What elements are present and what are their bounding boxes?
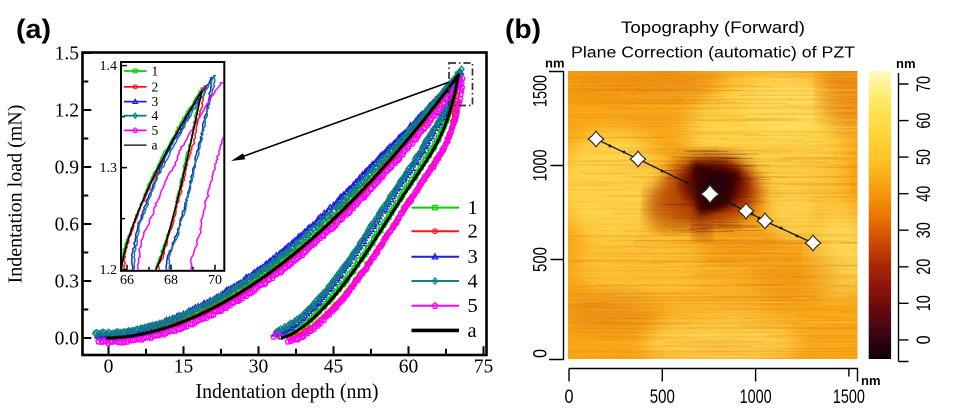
svg-text:0.3: 0.3	[55, 272, 79, 293]
svg-text:0: 0	[565, 387, 574, 408]
svg-text:1: 1	[152, 64, 159, 79]
svg-text:1.5: 1.5	[55, 44, 79, 65]
svg-text:(b): (b)	[505, 14, 541, 44]
svg-text:1.3: 1.3	[100, 161, 118, 176]
svg-text:70: 70	[208, 273, 222, 288]
svg-text:10: 10	[914, 295, 935, 311]
svg-text:a: a	[468, 320, 477, 342]
svg-text:3: 3	[152, 94, 159, 109]
svg-text:500: 500	[650, 387, 675, 408]
svg-text:60: 60	[399, 357, 419, 378]
svg-text:30: 30	[249, 357, 269, 378]
svg-text:1.2: 1.2	[100, 263, 118, 278]
svg-text:1000: 1000	[740, 387, 772, 408]
svg-text:0: 0	[104, 357, 114, 378]
svg-text:0: 0	[531, 349, 552, 358]
svg-text:1.2: 1.2	[55, 101, 79, 122]
svg-text:5: 5	[468, 295, 478, 317]
svg-text:68: 68	[164, 273, 178, 288]
svg-text:4: 4	[152, 108, 159, 123]
svg-text:2: 2	[468, 221, 478, 243]
svg-text:0: 0	[914, 335, 935, 344]
svg-text:50: 50	[914, 149, 935, 165]
svg-text:60: 60	[914, 113, 935, 129]
svg-text:75: 75	[474, 357, 494, 378]
svg-text:1500: 1500	[833, 387, 865, 408]
svg-text:20: 20	[914, 259, 935, 275]
svg-text:4: 4	[468, 271, 478, 293]
svg-text:Topography (Forward): Topography (Forward)	[621, 18, 805, 37]
svg-text:66: 66	[120, 273, 134, 288]
svg-text:500: 500	[531, 247, 552, 272]
svg-text:1000: 1000	[531, 150, 552, 182]
svg-text:2: 2	[152, 79, 159, 94]
svg-text:5: 5	[152, 123, 159, 138]
svg-text:nm: nm	[861, 373, 881, 388]
svg-text:(a): (a)	[16, 14, 51, 44]
svg-text:a: a	[152, 138, 158, 153]
svg-text:nm: nm	[896, 56, 916, 71]
svg-text:40: 40	[914, 186, 935, 202]
svg-text:15: 15	[174, 357, 194, 378]
svg-text:Plane Correction (automatic) o: Plane Correction (automatic) of PZT	[571, 45, 856, 62]
svg-text:0.9: 0.9	[55, 158, 79, 179]
svg-text:30: 30	[914, 222, 935, 238]
svg-text:Indentation load (mN): Indentation load (mN)	[5, 105, 27, 284]
svg-text:nm: nm	[545, 56, 565, 71]
svg-text:45: 45	[324, 357, 344, 378]
svg-text:3: 3	[468, 246, 478, 268]
svg-text:70: 70	[914, 76, 935, 92]
svg-text:0.0: 0.0	[55, 329, 79, 350]
svg-text:Indentation depth (nm): Indentation depth (nm)	[196, 379, 379, 403]
svg-text:1500: 1500	[531, 75, 552, 107]
svg-text:0.6: 0.6	[55, 215, 80, 236]
svg-text:1.4: 1.4	[100, 59, 118, 74]
svg-text:1: 1	[468, 197, 478, 219]
